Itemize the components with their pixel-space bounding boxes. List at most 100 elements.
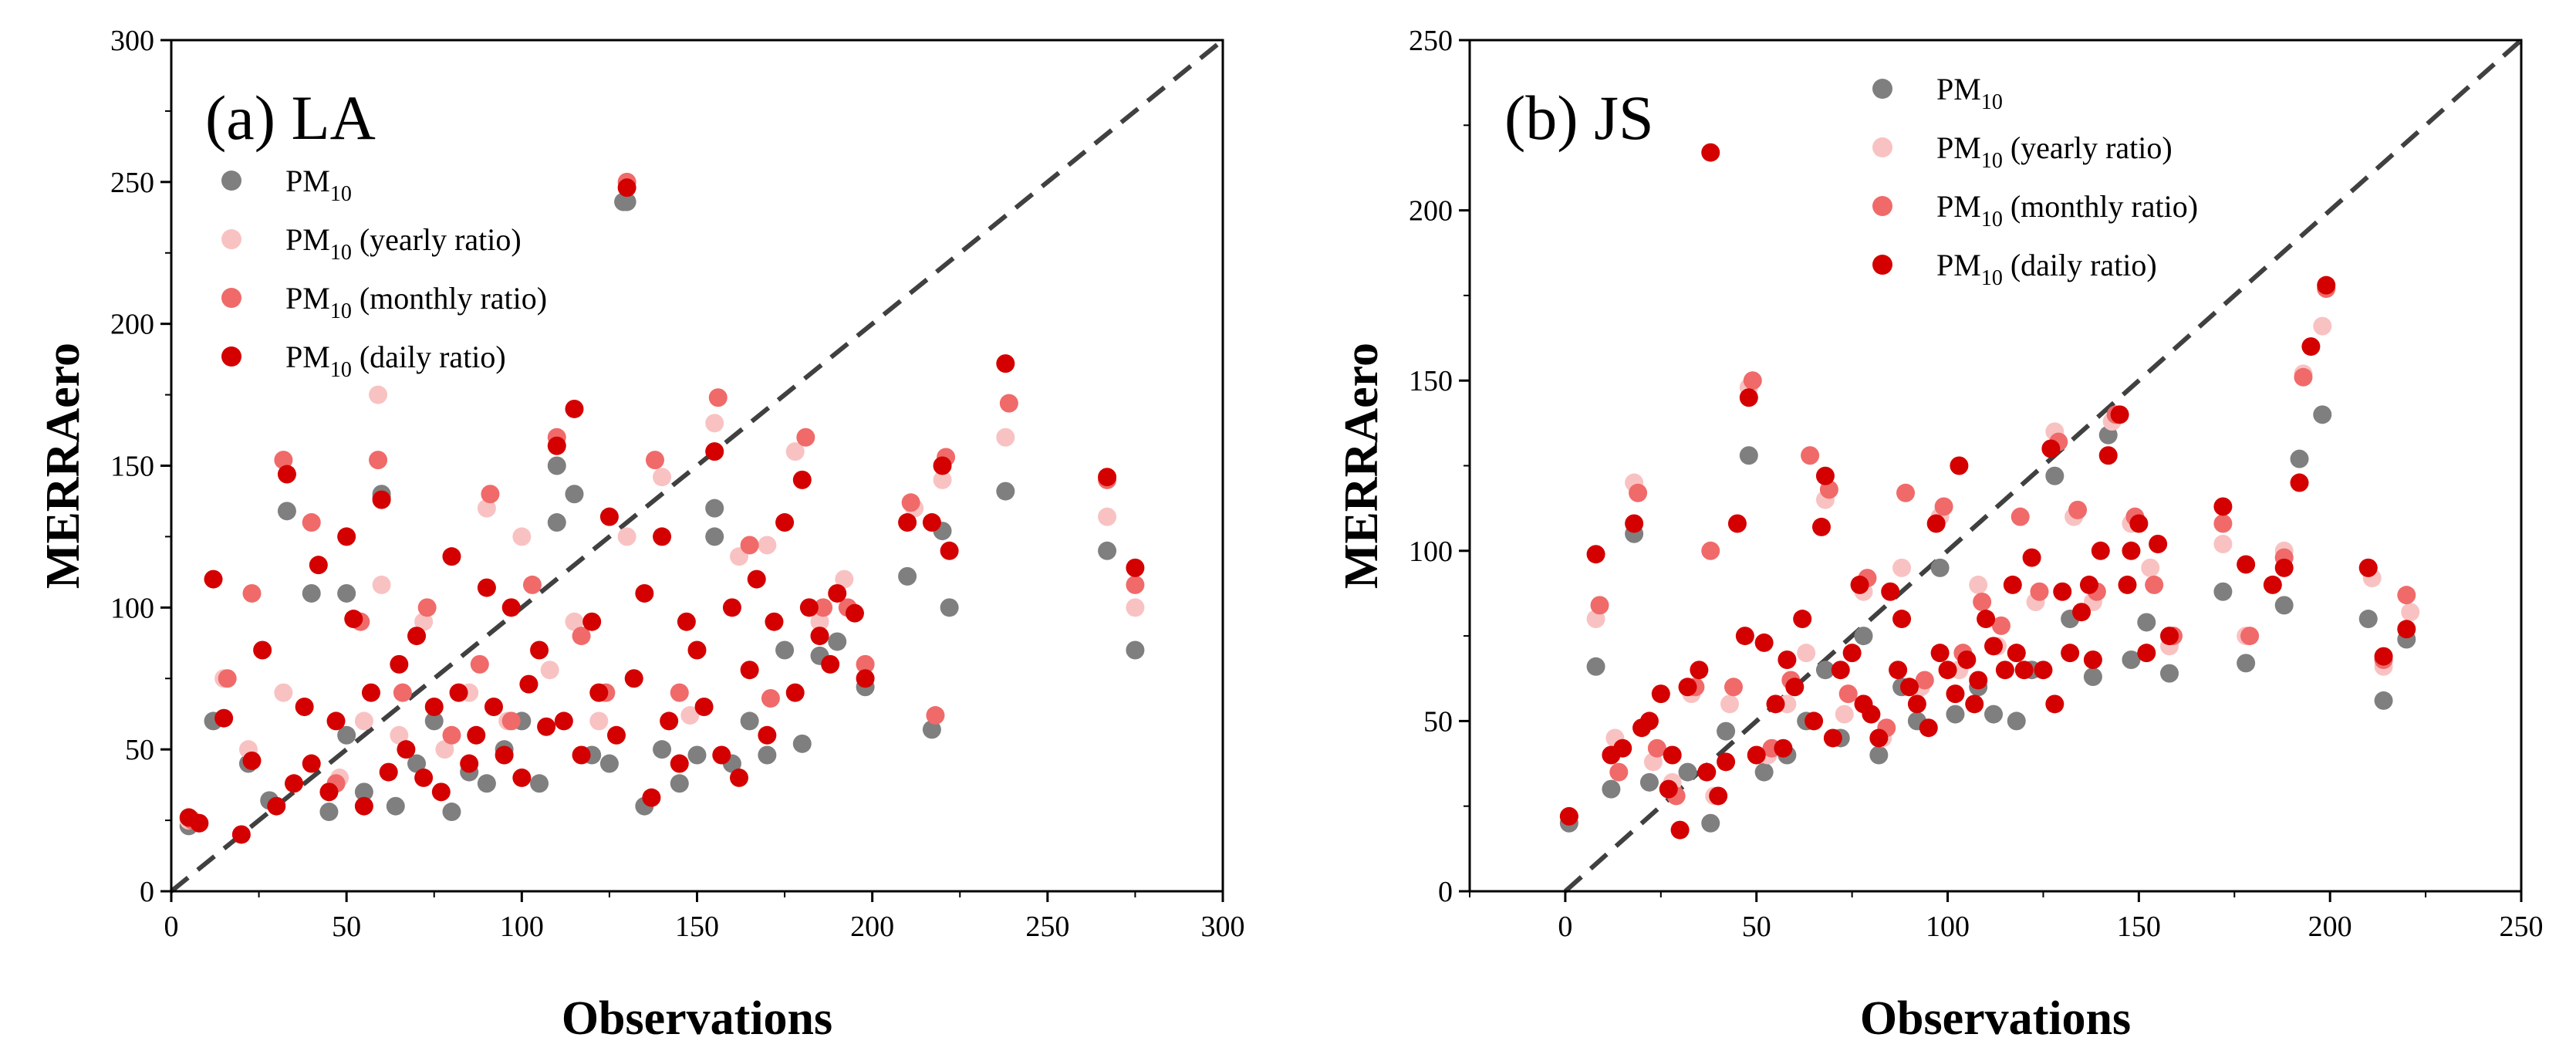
point [326, 711, 346, 731]
point [1938, 661, 1957, 680]
point [1957, 650, 1977, 669]
point [2397, 586, 2416, 605]
point [933, 456, 952, 475]
point [285, 774, 304, 793]
point [1815, 466, 1835, 485]
point [2237, 654, 2256, 673]
point [730, 768, 749, 787]
legend-marker [1872, 196, 1892, 216]
point [1126, 598, 1145, 617]
point [1717, 722, 1736, 741]
point [996, 427, 1015, 447]
point [2240, 627, 2260, 646]
point [431, 782, 451, 802]
point [1785, 678, 1805, 697]
point [1754, 762, 1774, 782]
point [414, 612, 434, 631]
point [442, 725, 461, 745]
point [2091, 541, 2110, 560]
point [344, 610, 363, 629]
point [582, 612, 602, 631]
point [901, 493, 920, 512]
point [302, 754, 321, 773]
point [1602, 779, 1621, 799]
point [705, 527, 724, 546]
y-tick-label: 150 [1409, 365, 1453, 397]
point [2068, 500, 2088, 519]
point [277, 502, 296, 521]
legend: PM10 PM10 (yearly ratio) PM10 (monthly rat… [1872, 72, 2198, 290]
point [2129, 514, 2149, 533]
point [761, 688, 780, 708]
point [1735, 627, 1754, 646]
point [856, 669, 875, 688]
point [2079, 575, 2098, 594]
y-tick-label: 100 [1409, 536, 1453, 568]
x-tick-label: 0 [1558, 911, 1572, 943]
legend-entry: PM10 [1936, 72, 2003, 114]
y-tick-label: 150 [110, 451, 154, 483]
point [1701, 541, 1720, 560]
point [540, 661, 559, 680]
point [390, 654, 409, 674]
point [898, 566, 917, 586]
point [2374, 691, 2393, 710]
point [337, 583, 356, 603]
point [740, 711, 759, 731]
point [204, 569, 223, 589]
point [2061, 644, 2080, 663]
point [1823, 728, 1842, 748]
point [2149, 534, 2168, 553]
panel-label: (b) JS [1504, 83, 1654, 153]
legend-entry: PM10 (yearly ratio) [285, 222, 522, 265]
point [1743, 371, 1762, 390]
point [190, 813, 209, 833]
y-tick-label: 250 [110, 167, 154, 199]
point [856, 654, 875, 674]
point [414, 768, 434, 787]
point [747, 569, 766, 589]
point [393, 683, 412, 702]
point [599, 754, 619, 773]
point [372, 575, 391, 594]
point [1930, 558, 1950, 577]
point [940, 541, 959, 560]
legend-entry: PM10 (daily ratio) [1936, 248, 2157, 290]
point [1815, 661, 1835, 680]
point [1701, 143, 1720, 162]
point [2263, 575, 2282, 594]
point [705, 498, 724, 518]
point [1969, 671, 1988, 690]
panel-la: 0 50 100 150 200 250 300 0 50 100 150 200 250 300 Obse… [37, 25, 1245, 1045]
point [1717, 752, 1736, 772]
point [1126, 575, 1145, 594]
point [2317, 275, 2336, 295]
point [835, 569, 854, 589]
point [1811, 517, 1831, 536]
legend-entry: PM10 (monthly ratio) [1936, 189, 2198, 231]
point [2045, 694, 2065, 714]
point [810, 627, 829, 646]
point [554, 711, 573, 731]
point [2141, 558, 2160, 577]
point [1801, 446, 1820, 465]
point [758, 725, 777, 745]
point [1559, 806, 1578, 826]
point [1651, 684, 1670, 704]
one-to-one-line [170, 38, 1224, 894]
point [642, 788, 661, 807]
point [1869, 728, 1889, 748]
point [1835, 705, 1854, 724]
point [2237, 555, 2256, 574]
point [319, 782, 339, 802]
point [996, 354, 1015, 373]
point [2010, 507, 2030, 526]
point [1586, 657, 1605, 676]
point [1639, 772, 1659, 792]
point [1854, 627, 1873, 646]
point [390, 725, 409, 745]
point [302, 513, 321, 532]
point [2003, 575, 2022, 594]
point [477, 498, 496, 518]
